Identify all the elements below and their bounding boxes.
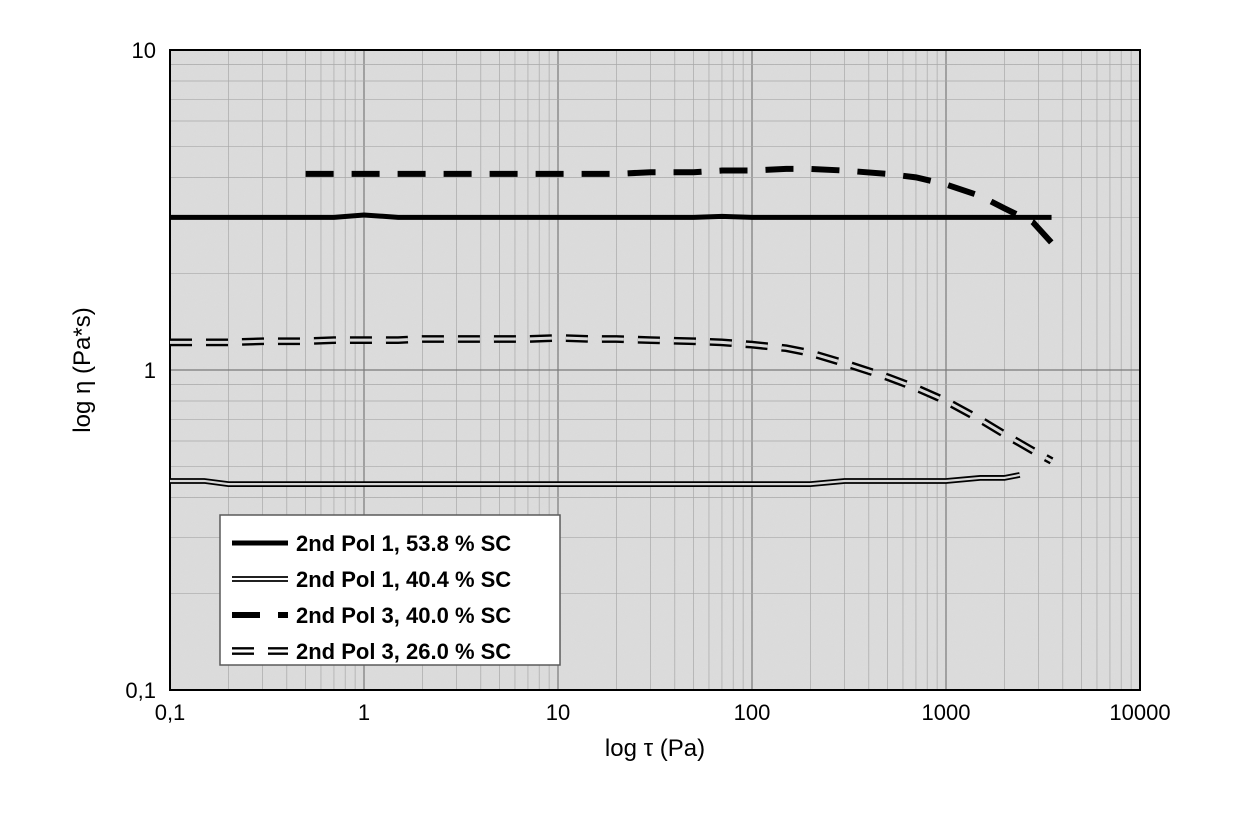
x-tick-label: 10 — [546, 700, 570, 725]
viscosity-chart: 0,1 1 10 100 1000 10000 0,1 1 10 log τ (Pa) log η … — [50, 20, 1190, 790]
legend-label: 2nd Pol 3, 26.0 % SC — [296, 639, 511, 664]
y-tick-label: 10 — [132, 38, 156, 63]
x-tick-label: 1 — [358, 700, 370, 725]
legend: 2nd Pol 1, 53.8 % SC 2nd Pol 1, 40.4 % SC… — [220, 515, 560, 665]
x-tick-label: 0,1 — [155, 700, 186, 725]
x-axis-label: log τ (Pa) — [605, 735, 705, 762]
y-axis-label: log η (Pa*s) — [69, 307, 96, 432]
series-s1 — [170, 215, 1052, 217]
legend-label: 2nd Pol 1, 40.4 % SC — [296, 567, 511, 592]
x-tick-label: 1000 — [922, 700, 971, 725]
x-tick-label: 100 — [734, 700, 771, 725]
legend-label: 2nd Pol 1, 53.8 % SC — [296, 531, 511, 556]
chart-svg: 0,1 1 10 100 1000 10000 0,1 1 10 log τ (Pa) log η … — [50, 20, 1190, 790]
y-tick-label: 0,1 — [125, 678, 156, 703]
x-tick-label: 10000 — [1109, 700, 1170, 725]
legend-label: 2nd Pol 3, 40.0 % SC — [296, 603, 511, 628]
y-tick-label: 1 — [144, 358, 156, 383]
